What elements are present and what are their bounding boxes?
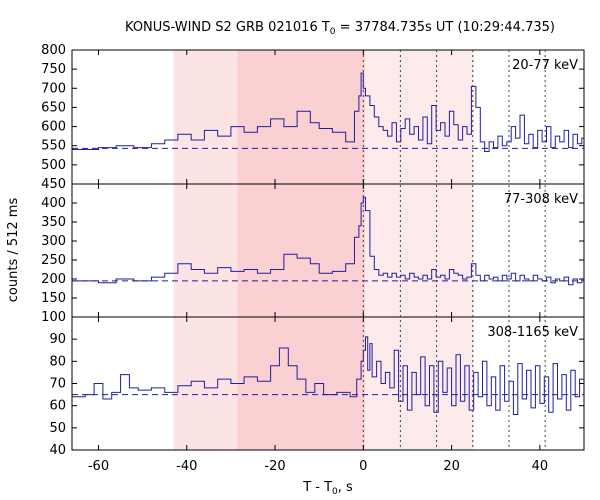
y-tick-label: 40 (49, 443, 66, 458)
y-tick-label: 90 (49, 332, 66, 347)
y-axis-label: counts / 512 ms (6, 198, 21, 303)
panel-label: 308-1165 keV (487, 325, 578, 340)
y-tick-label: 450 (41, 177, 66, 192)
y-tick-label: 250 (41, 253, 66, 268)
x-tick-label: 20 (443, 459, 460, 474)
data-layer (71, 72, 584, 415)
y-tick-label: 100 (41, 310, 66, 325)
x-axis-label: T - T0, s (302, 480, 353, 497)
y-tick-label: 350 (41, 215, 66, 230)
panel-0 (71, 72, 584, 152)
lightcurve-series (72, 196, 584, 286)
y-tick-label: 700 (41, 81, 66, 96)
x-tick-label: 0 (359, 459, 367, 474)
y-tick-label: 80 (49, 354, 66, 369)
shaded-interval-0 (173, 50, 238, 450)
x-tick-label: -20 (264, 459, 285, 474)
y-tick-label: 150 (41, 291, 66, 306)
y-tick-label: 200 (41, 272, 66, 287)
y-tick-label: 550 (41, 139, 66, 154)
y-tick-label: 300 (41, 234, 66, 249)
lightcurve-series (72, 72, 584, 152)
y-tick-label: 500 (41, 158, 66, 173)
y-tick-label: 60 (49, 399, 66, 414)
panel-label: 20-77 keV (512, 58, 578, 73)
panel-label: 77-308 keV (504, 192, 578, 207)
axis-layer (71, 49, 585, 451)
chart-title: KONUS-WIND S2 GRB 021016 T0 = 37784.735s… (125, 20, 555, 37)
y-tick-label: 70 (49, 377, 66, 392)
x-tick-label: -60 (88, 459, 109, 474)
y-tick-label: 650 (41, 100, 66, 115)
y-tick-label: 400 (41, 196, 66, 211)
panel-1 (71, 196, 584, 286)
panel-frame (71, 316, 585, 451)
y-tick-label: 750 (41, 62, 66, 77)
y-tick-label: 50 (49, 421, 66, 436)
y-tick-label: 800 (41, 43, 66, 58)
x-tick-label: -40 (176, 459, 197, 474)
lightcurve-series (72, 336, 584, 415)
shaded-interval-1 (237, 50, 366, 450)
x-tick-label: 40 (532, 459, 549, 474)
y-tick-label: 600 (41, 120, 66, 135)
shaded-interval-2 (365, 50, 474, 450)
panel-2 (71, 336, 584, 415)
